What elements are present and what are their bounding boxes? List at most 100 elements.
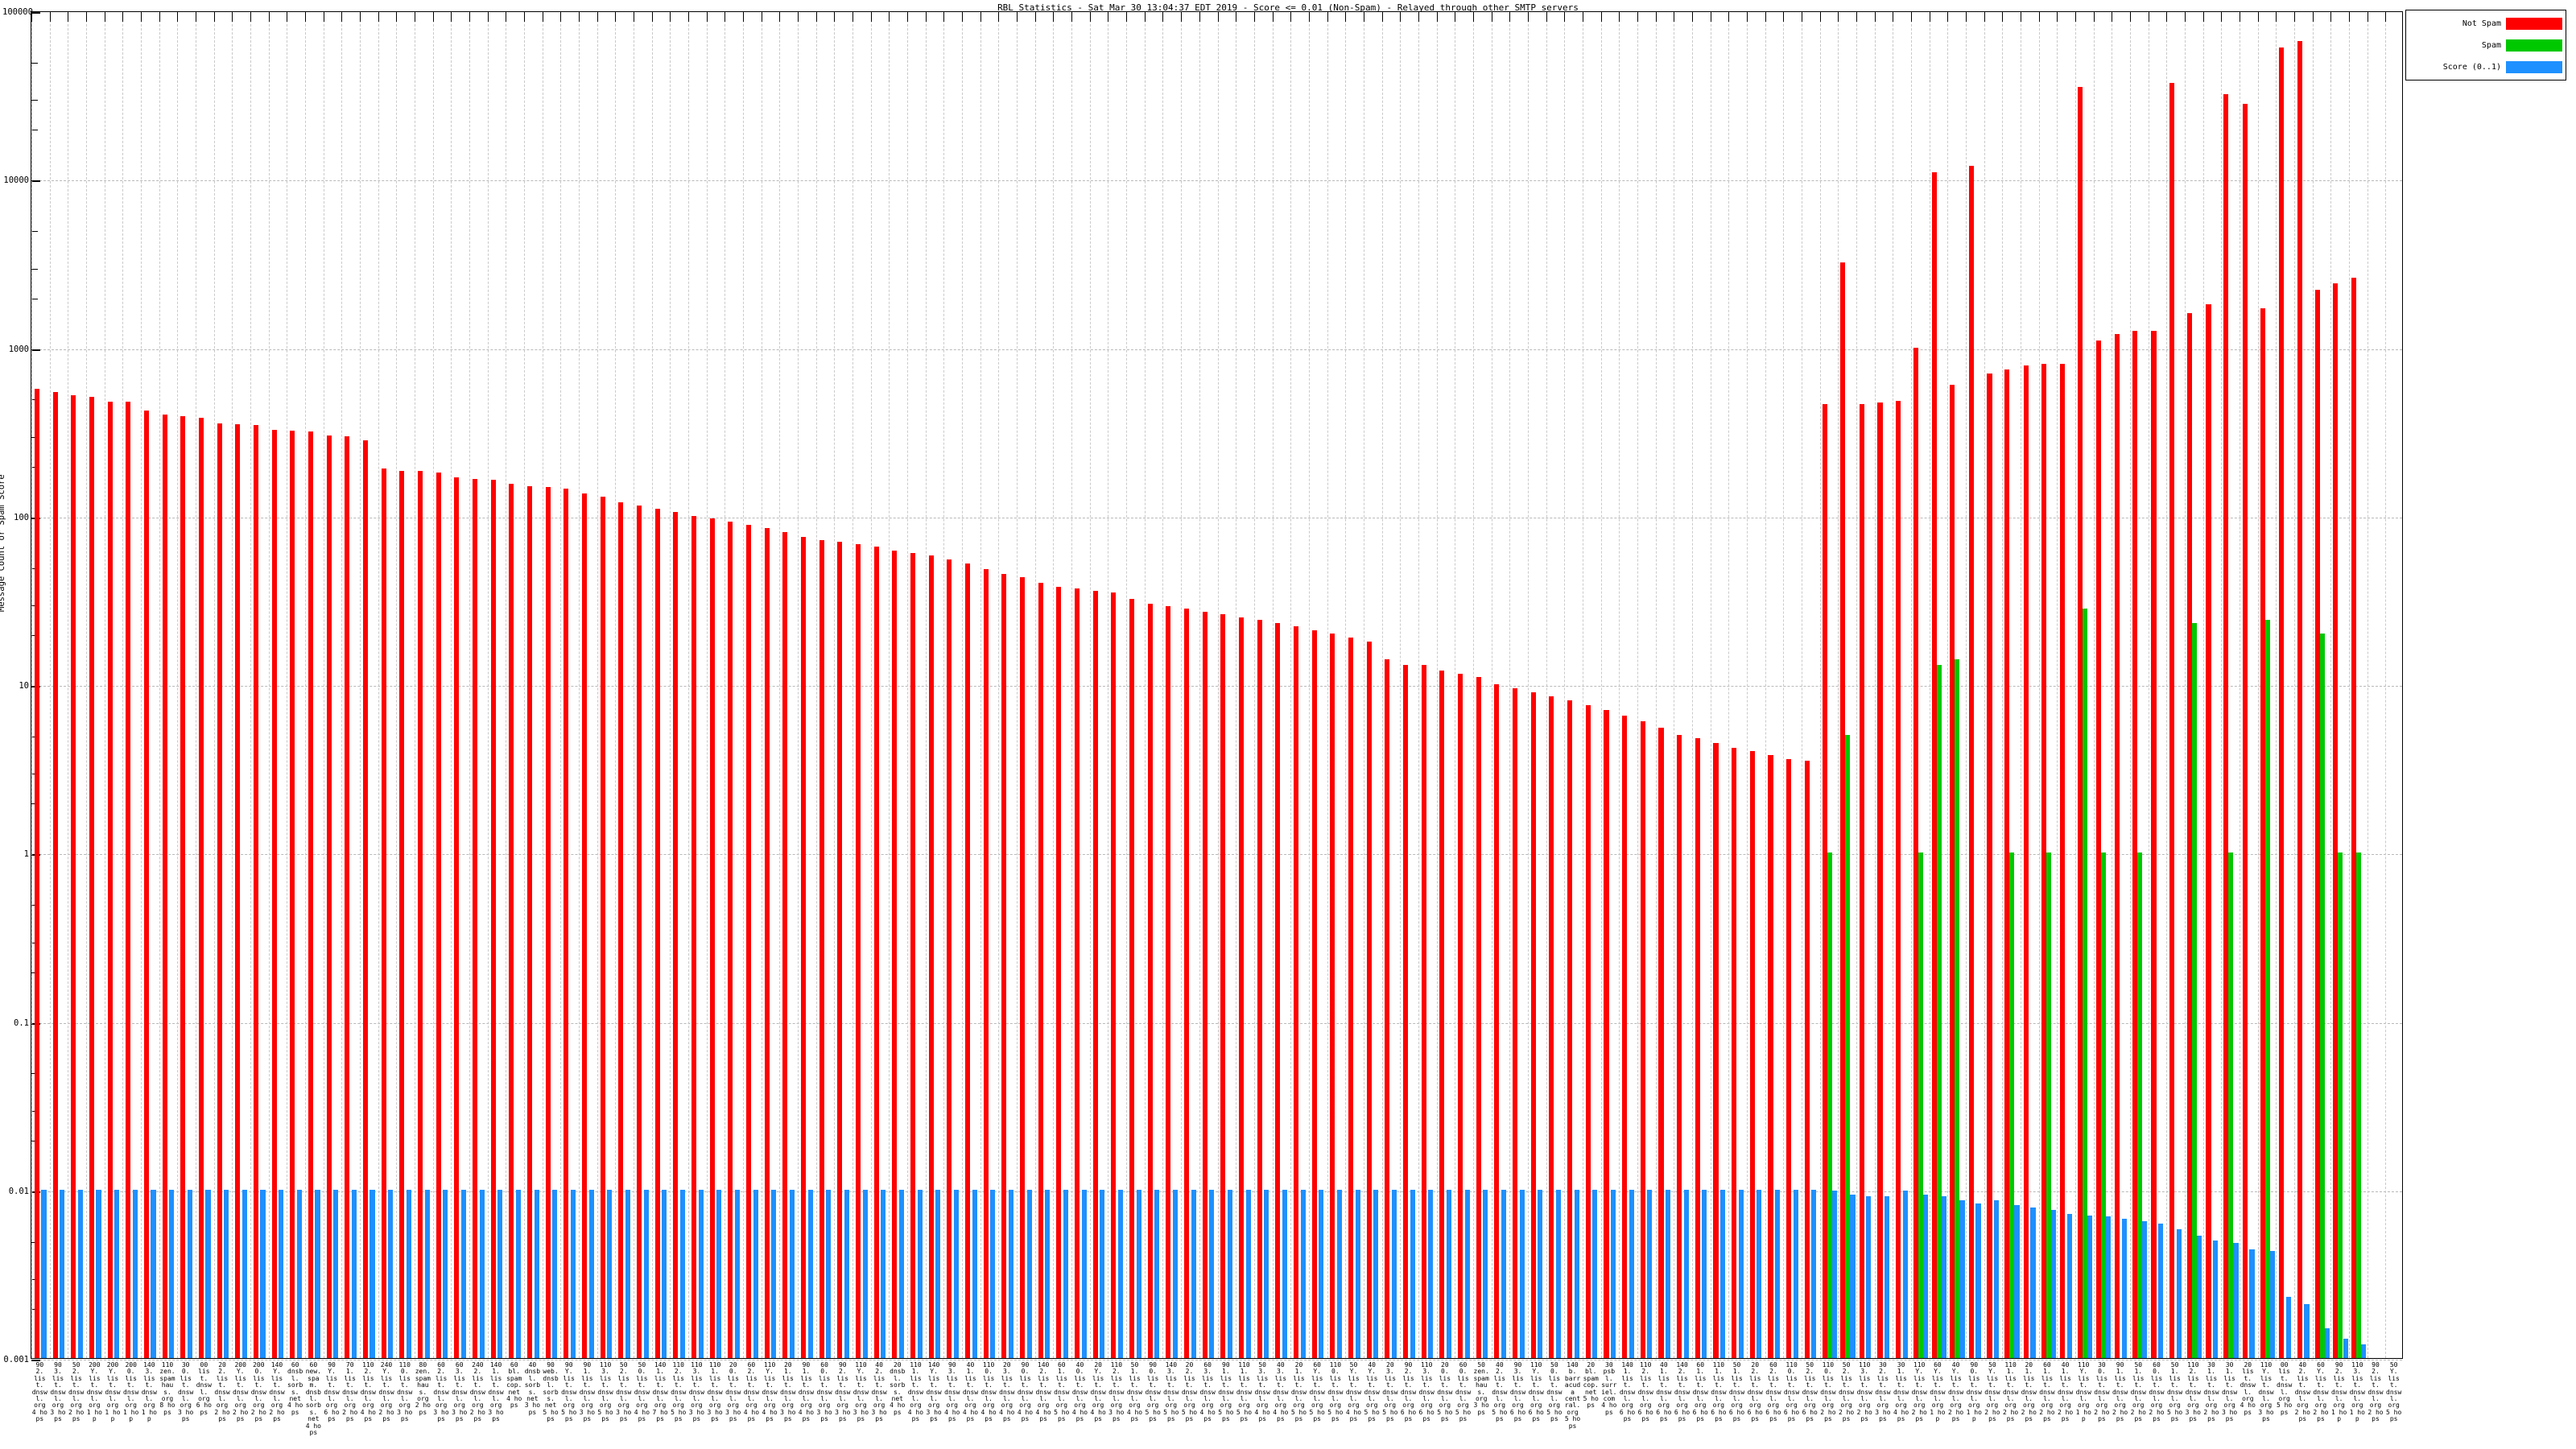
bar-score[interactable]: [2066, 1213, 2072, 1358]
bar-group[interactable]: [2368, 12, 2386, 1358]
bar-not-spam[interactable]: [217, 423, 222, 1358]
bar-score[interactable]: [77, 1189, 83, 1358]
bar-spam[interactable]: [1918, 852, 1924, 1358]
bar-group[interactable]: [415, 12, 433, 1358]
bar-not-spam[interactable]: [709, 518, 715, 1358]
bar-score[interactable]: [534, 1189, 539, 1358]
bar-group[interactable]: [31, 12, 50, 1358]
bar-spam[interactable]: [2338, 852, 2343, 1358]
bar-not-spam[interactable]: [1494, 684, 1500, 1358]
bar-not-spam[interactable]: [2242, 103, 2248, 1358]
bar-score[interactable]: [60, 1189, 65, 1358]
bar-score[interactable]: [2304, 1303, 2310, 1358]
bar-not-spam[interactable]: [1768, 754, 1773, 1358]
bar-group[interactable]: [2039, 12, 2058, 1358]
bar-group[interactable]: [214, 12, 233, 1358]
bar-not-spam[interactable]: [1622, 716, 1628, 1358]
bar-group[interactable]: [2221, 12, 2240, 1358]
bar-not-spam[interactable]: [1330, 634, 1335, 1358]
bar-score[interactable]: [1373, 1189, 1379, 1358]
bar-not-spam[interactable]: [1239, 617, 1245, 1358]
bar-not-spam[interactable]: [526, 485, 533, 1358]
bar-not-spam[interactable]: [618, 502, 624, 1358]
bar-score[interactable]: [2087, 1216, 2093, 1358]
bar-not-spam[interactable]: [1749, 751, 1755, 1358]
bar-group[interactable]: [451, 12, 469, 1358]
bar-score[interactable]: [1592, 1189, 1598, 1358]
bar-not-spam[interactable]: [1604, 710, 1609, 1358]
bar-not-spam[interactable]: [1950, 384, 1955, 1358]
bar-group[interactable]: [834, 12, 852, 1358]
bar-group[interactable]: [1035, 12, 1054, 1358]
bar-score[interactable]: [789, 1189, 795, 1358]
bar-score[interactable]: [1227, 1189, 1233, 1358]
bar-group[interactable]: [852, 12, 871, 1358]
bar-spam[interactable]: [1827, 852, 1832, 1358]
bar-score[interactable]: [862, 1189, 868, 1358]
bar-spam[interactable]: [1955, 659, 1960, 1358]
bar-score[interactable]: [260, 1189, 266, 1358]
bar-group[interactable]: [2002, 12, 2021, 1358]
bar-not-spam[interactable]: [399, 470, 405, 1358]
bar-not-spam[interactable]: [34, 388, 39, 1358]
bar-score[interactable]: [771, 1189, 777, 1358]
bar-score[interactable]: [1428, 1189, 1434, 1358]
bar-group[interactable]: [1966, 12, 1984, 1358]
bar-group[interactable]: [707, 12, 725, 1358]
bar-group[interactable]: [1145, 12, 1163, 1358]
bar-group[interactable]: [396, 12, 415, 1358]
bar-group[interactable]: [177, 12, 196, 1358]
bar-score[interactable]: [406, 1189, 411, 1358]
bar-score[interactable]: [2014, 1204, 2020, 1358]
bar-not-spam[interactable]: [2077, 87, 2083, 1358]
bar-score[interactable]: [1282, 1189, 1288, 1358]
bar-not-spam[interactable]: [2260, 308, 2265, 1358]
bar-not-spam[interactable]: [107, 402, 113, 1358]
bar-group[interactable]: [2349, 12, 2368, 1358]
bar-score[interactable]: [1336, 1189, 1343, 1358]
bar-score[interactable]: [1172, 1189, 1179, 1358]
bar-score[interactable]: [1811, 1189, 1817, 1358]
bar-score[interactable]: [1647, 1189, 1653, 1358]
bar-not-spam[interactable]: [564, 488, 569, 1358]
bar-group[interactable]: [1364, 12, 1382, 1358]
bar-not-spam[interactable]: [417, 470, 423, 1358]
bar-score[interactable]: [2142, 1220, 2148, 1358]
bar-score[interactable]: [2213, 1240, 2219, 1358]
bar-score[interactable]: [679, 1189, 685, 1358]
bar-group[interactable]: [1930, 12, 1948, 1358]
bar-not-spam[interactable]: [636, 506, 642, 1358]
bar-not-spam[interactable]: [2351, 277, 2357, 1358]
bar-group[interactable]: [1765, 12, 1784, 1358]
bar-not-spam[interactable]: [362, 440, 368, 1358]
bar-not-spam[interactable]: [1257, 620, 1262, 1358]
bar-not-spam[interactable]: [1658, 728, 1664, 1358]
bar-group[interactable]: [1071, 12, 1090, 1358]
bar-group[interactable]: [1947, 12, 1966, 1358]
bar-not-spam[interactable]: [819, 539, 824, 1358]
bar-score[interactable]: [1666, 1189, 1671, 1358]
bar-not-spam[interactable]: [2151, 331, 2157, 1358]
bar-group[interactable]: [378, 12, 397, 1358]
bar-not-spam[interactable]: [1840, 262, 1846, 1358]
bar-group[interactable]: [1911, 12, 1930, 1358]
bar-not-spam[interactable]: [2333, 283, 2339, 1358]
bar-group[interactable]: [980, 12, 999, 1358]
bar-group[interactable]: [1546, 12, 1565, 1358]
bar-score[interactable]: [151, 1189, 156, 1358]
bar-score[interactable]: [716, 1189, 722, 1358]
bar-not-spam[interactable]: [2115, 333, 2120, 1358]
bar-score[interactable]: [1775, 1189, 1781, 1358]
bar-score[interactable]: [443, 1189, 448, 1358]
bar-group[interactable]: [1108, 12, 1126, 1358]
bar-group[interactable]: [1309, 12, 1327, 1358]
bar-group[interactable]: [1856, 12, 1875, 1358]
bar-group[interactable]: [1492, 12, 1510, 1358]
bar-score[interactable]: [953, 1189, 960, 1358]
bar-not-spam[interactable]: [271, 429, 277, 1358]
bar-not-spam[interactable]: [910, 553, 916, 1358]
bar-score[interactable]: [169, 1189, 175, 1358]
bar-not-spam[interactable]: [1877, 402, 1883, 1358]
bar-not-spam[interactable]: [490, 480, 496, 1358]
bar-score[interactable]: [1994, 1200, 2000, 1358]
